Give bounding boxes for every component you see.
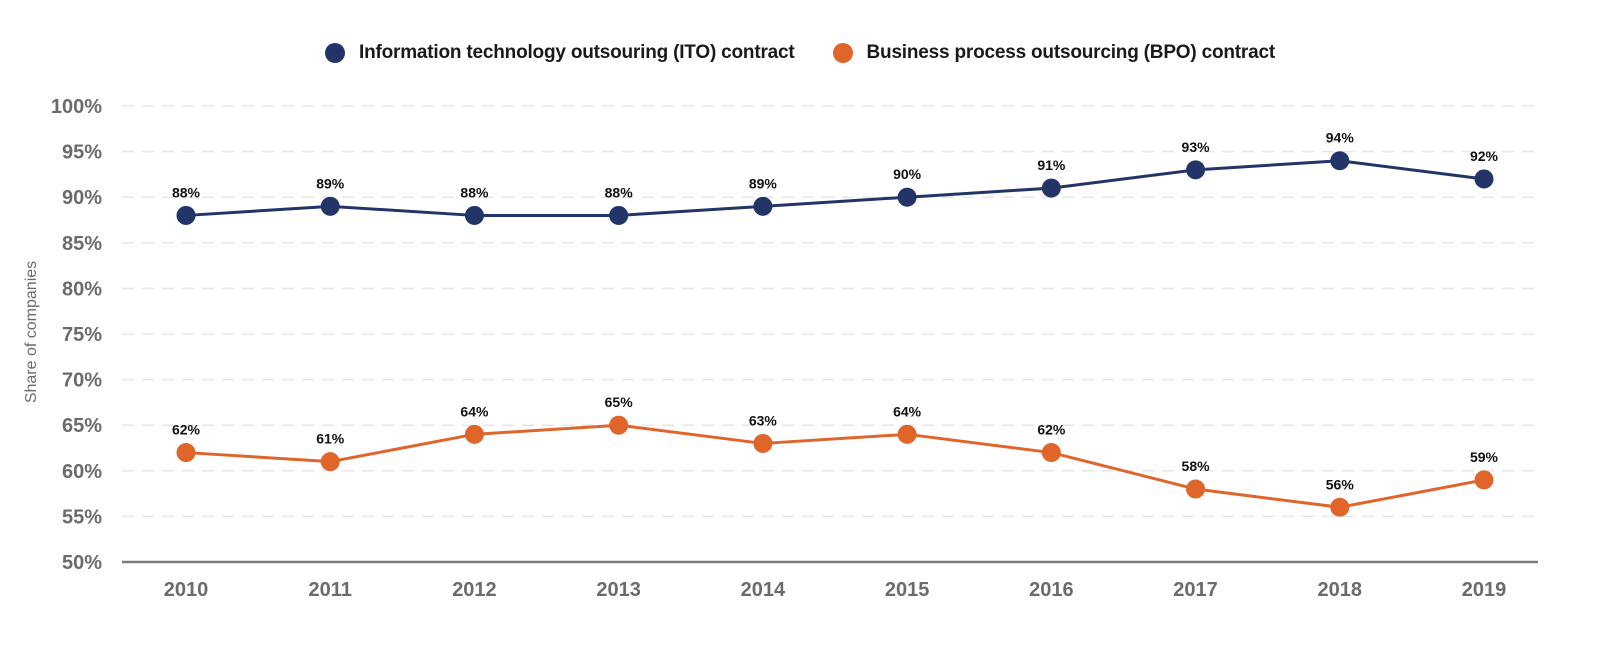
legend-marker-bpo: [832, 43, 853, 63]
data-label: 90%: [893, 166, 922, 182]
data-label: 64%: [893, 403, 922, 419]
data-point[interactable]: [897, 187, 917, 207]
data-label: 61%: [316, 431, 345, 447]
data-label: 88%: [172, 184, 201, 200]
legend-item-bpo[interactable]: Business process outsourcing (BPO) contr…: [832, 42, 1276, 64]
legend-item-ito[interactable]: Information technology outsouring (ITO) …: [325, 42, 795, 64]
chart-legend: Information technology outsouring (ITO) …: [0, 38, 1600, 68]
legend-label-bpo: Business process outsourcing (BPO) contr…: [866, 42, 1276, 63]
y-tick-label: 55%: [62, 506, 102, 528]
data-point[interactable]: [1330, 497, 1350, 517]
y-axis-title: Share of companies: [23, 261, 40, 403]
data-point[interactable]: [1041, 443, 1061, 463]
data-label: 64%: [460, 403, 489, 419]
data-label: 92%: [1470, 148, 1499, 164]
data-label: 58%: [1182, 458, 1211, 474]
data-point[interactable]: [1186, 160, 1206, 180]
data-point[interactable]: [897, 424, 917, 444]
data-label: 62%: [1037, 422, 1066, 438]
y-tick-label: 50%: [62, 552, 102, 574]
data-point[interactable]: [1474, 169, 1494, 189]
y-tick-label: 70%: [62, 370, 102, 392]
data-point[interactable]: [176, 443, 196, 463]
y-tick-label: 95%: [62, 142, 102, 164]
y-tick-label: 85%: [62, 233, 102, 255]
data-label: 89%: [749, 175, 778, 191]
x-tick-label: 2010: [164, 579, 209, 601]
data-label: 56%: [1326, 476, 1355, 492]
x-tick-label: 2013: [596, 579, 641, 601]
data-point[interactable]: [609, 205, 629, 225]
data-point[interactable]: [464, 205, 484, 225]
data-point[interactable]: [1330, 151, 1350, 171]
x-tick-label: 2015: [885, 579, 930, 601]
x-axis: 2010 2011 2012 2013 2014 2015 2016 2017 2018 2019: [164, 579, 1507, 601]
data-point[interactable]: [609, 415, 629, 435]
x-tick-label: 2014: [741, 579, 786, 601]
series-group: 88%89%88% 88%89%90%91%93%94%92%62%61%64%6…: [172, 130, 1499, 517]
series-line: [185, 159, 1485, 217]
y-tick-label: 90%: [62, 187, 102, 209]
y-tick-label: 65%: [62, 415, 102, 437]
data-point[interactable]: [176, 205, 196, 225]
y-tick-label: 75%: [62, 324, 102, 346]
data-label: 93%: [1182, 139, 1211, 155]
data-point[interactable]: [464, 424, 484, 444]
y-tick-label: 80%: [62, 278, 102, 300]
legend-marker-ito: [325, 43, 346, 63]
x-tick-label: 2012: [452, 579, 497, 601]
series-line: [185, 423, 1485, 509]
y-tick-label: 100%: [51, 96, 102, 118]
data-point[interactable]: [753, 433, 773, 453]
data-point[interactable]: [1186, 479, 1206, 499]
series-bpo: 62% 61% 64% 65% 63% 64% 62% 58% 56% 59%: [172, 394, 1499, 517]
y-tick-label: 60%: [62, 461, 102, 483]
data-label: 88%: [460, 184, 489, 200]
data-point[interactable]: [1474, 470, 1494, 490]
data-label: 59%: [1470, 449, 1499, 465]
data-point[interactable]: [1041, 178, 1061, 198]
data-point[interactable]: [753, 196, 773, 216]
data-label: 62%: [172, 422, 201, 438]
x-tick-label: 2011: [309, 579, 352, 601]
x-tick-label: 2016: [1029, 579, 1074, 601]
data-label: 91%: [1037, 157, 1066, 173]
y-axis: 50% 55% 60% 65% 70% 75% 80% 85% 90% 95% 100%: [51, 96, 102, 574]
data-label: 94%: [1326, 130, 1355, 146]
series-ito: 88% 89% 88% 88% 89% 90% 91% 93% 94% 92%: [172, 130, 1499, 225]
data-point[interactable]: [320, 196, 340, 216]
x-tick-label: 2018: [1318, 579, 1363, 601]
data-label: 63%: [749, 412, 778, 428]
data-label: 65%: [605, 394, 634, 410]
data-label: 88%: [605, 184, 634, 200]
gridlines: [122, 105, 1538, 518]
x-tick-label: 2019: [1462, 579, 1507, 601]
x-tick-label: 2017: [1173, 579, 1218, 601]
legend-label-ito: Information technology outsouring (ITO) …: [359, 42, 795, 63]
data-label: 89%: [316, 175, 345, 191]
data-point[interactable]: [320, 452, 340, 472]
